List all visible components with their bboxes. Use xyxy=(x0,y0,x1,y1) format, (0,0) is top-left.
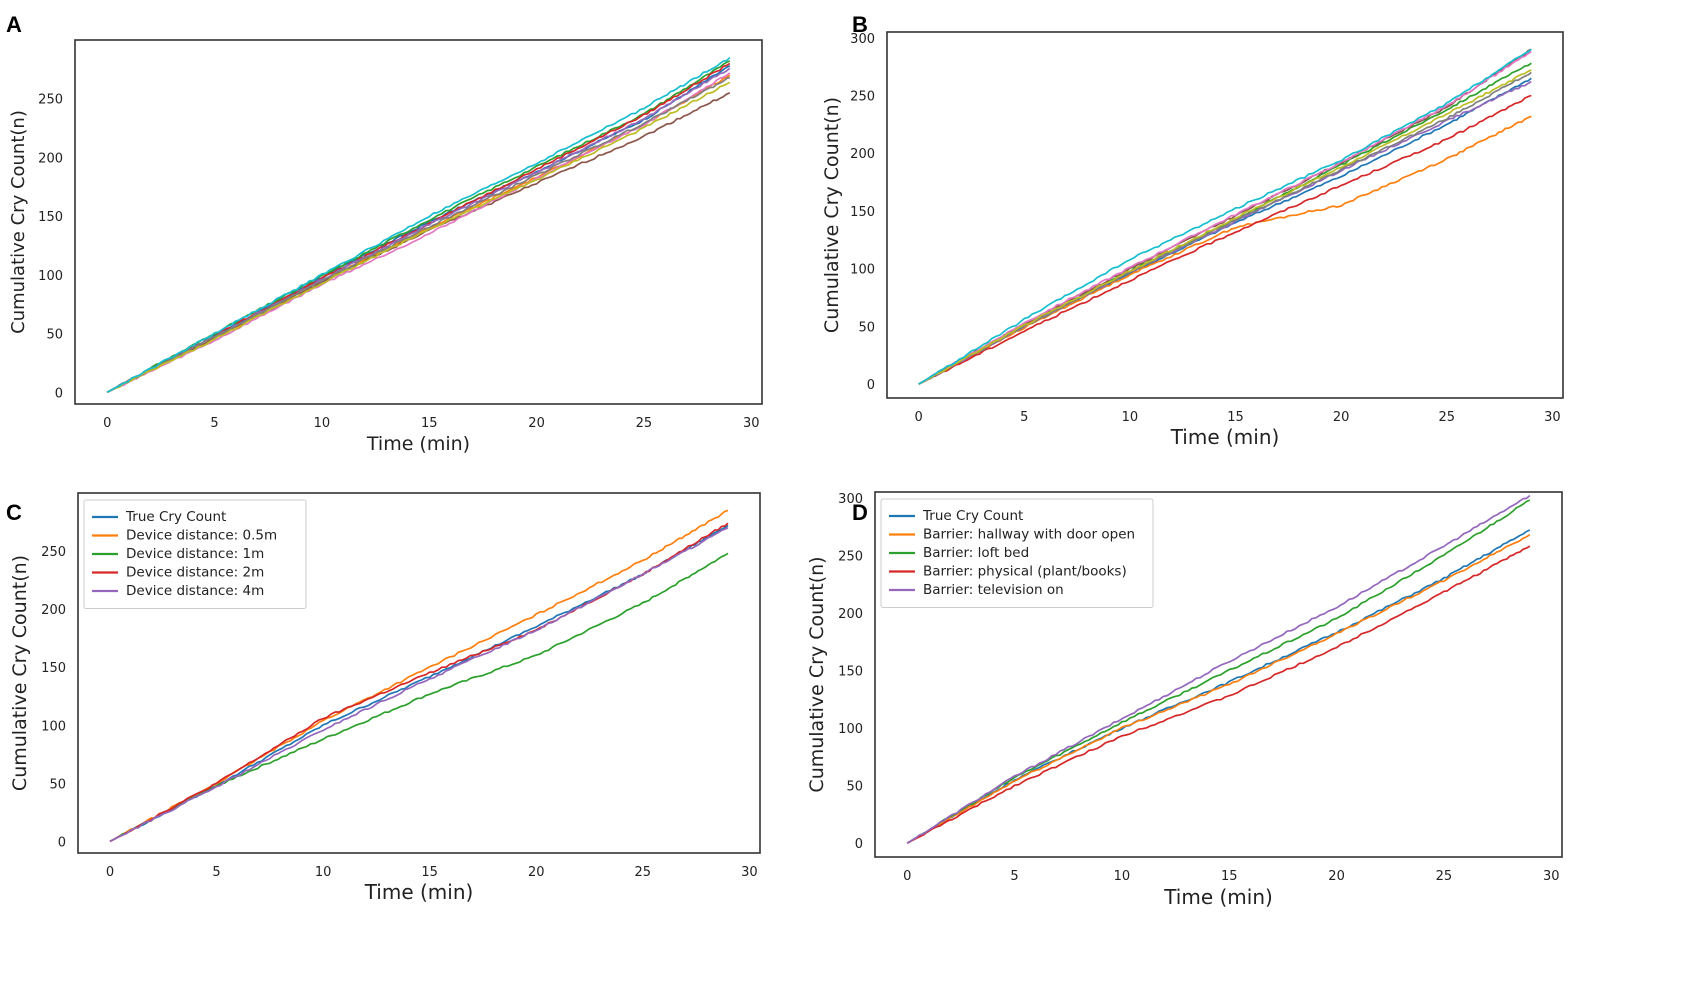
x-tick-label: 15 xyxy=(1221,869,1238,884)
series-line-4 xyxy=(918,94,1532,385)
y-tick-label: 250 xyxy=(38,93,63,108)
legend-entry: True Cry Count xyxy=(125,509,226,525)
y-tick-label: 50 xyxy=(846,780,863,795)
x-tick-label: 20 xyxy=(1328,869,1345,884)
y-tick-label: 50 xyxy=(858,320,875,335)
legend-box xyxy=(83,499,307,609)
y-axis-title: Cumulative Cry Count(n) xyxy=(9,555,31,791)
x-tick-label: 15 xyxy=(1227,410,1244,425)
x-axis-title: Time (min) xyxy=(1170,425,1280,449)
legend-entry: Barrier: loft bed xyxy=(923,545,1029,561)
x-tick-label: 10 xyxy=(314,416,331,431)
panel-letter-a: A xyxy=(6,12,22,37)
panel-letter-b: B xyxy=(852,12,868,37)
series-line-8 xyxy=(106,76,731,394)
x-tick-label: 30 xyxy=(743,416,760,431)
series-line-8 xyxy=(918,71,1532,385)
x-tick-label: 10 xyxy=(315,865,332,880)
x-tick-label: 10 xyxy=(1114,869,1131,884)
y-axis-title: Cumulative Cry Count(n) xyxy=(821,97,843,333)
series-line-9 xyxy=(106,81,731,394)
x-axis-title: Time (min) xyxy=(366,433,470,455)
series-line-2 xyxy=(906,533,1531,844)
series-line-7 xyxy=(106,72,731,394)
y-axis-title: Cumulative Cry Count(n) xyxy=(8,110,29,334)
series-line-5 xyxy=(109,527,729,843)
x-tick-label: 20 xyxy=(528,865,545,880)
legend-entry: True Cry Count xyxy=(922,508,1023,524)
legend-box xyxy=(880,498,1154,608)
x-tick-label: 25 xyxy=(1436,869,1453,884)
y-tick-label: 100 xyxy=(838,722,863,737)
x-tick-label: 0 xyxy=(103,416,111,431)
y-tick-label: 150 xyxy=(38,210,63,225)
legend-entry: Device distance: 1m xyxy=(126,546,264,562)
x-tick-label: 30 xyxy=(1543,869,1560,884)
series-line-1 xyxy=(906,529,1531,844)
x-tick-label: 5 xyxy=(210,416,218,431)
y-tick-label: 100 xyxy=(850,263,875,278)
series-line-5 xyxy=(906,494,1531,844)
y-tick-label: 250 xyxy=(41,545,66,560)
y-tick-label: 100 xyxy=(41,719,66,734)
y-tick-label: 150 xyxy=(850,205,875,220)
y-tick-label: 150 xyxy=(838,664,863,679)
panel-letter-c: C xyxy=(6,500,22,525)
y-tick-label: 50 xyxy=(49,777,66,792)
y-tick-label: 300 xyxy=(850,32,875,47)
legend-entry: Device distance: 4m xyxy=(126,583,264,599)
x-tick-label: 10 xyxy=(1122,410,1139,425)
x-tick-label: 30 xyxy=(1544,410,1561,425)
chart-panel-a: 0 5 10 15 20 25 30 0 50 100 150 200 250 Time (min) Cum… xyxy=(8,39,763,455)
y-tick-label: 250 xyxy=(838,549,863,564)
series-line-4 xyxy=(906,545,1531,844)
panel-letter-d: D xyxy=(852,500,868,525)
y-tick-label: 0 xyxy=(55,386,63,401)
series-line-9 xyxy=(918,69,1532,385)
x-tick-label: 5 xyxy=(1010,869,1018,884)
legend-entry: Device distance: 2m xyxy=(126,565,264,581)
legend-entry: Barrier: hallway with door open xyxy=(923,527,1135,543)
x-tick-label: 20 xyxy=(528,416,545,431)
series-line-10 xyxy=(106,56,731,394)
x-tick-label: 0 xyxy=(903,869,911,884)
y-tick-label: 100 xyxy=(38,269,63,284)
x-axis-title: Time (min) xyxy=(1163,885,1273,909)
y-tick-label: 0 xyxy=(867,378,875,393)
series-line-2 xyxy=(918,115,1532,385)
y-tick-label: 200 xyxy=(850,147,875,162)
legend-entry: Device distance: 0.5m xyxy=(126,528,277,544)
x-tick-label: 0 xyxy=(106,865,114,880)
y-axis-title: Cumulative Cry Count(n) xyxy=(806,556,828,792)
y-tick-label: 0 xyxy=(855,837,863,852)
x-tick-label: 20 xyxy=(1333,410,1350,425)
y-tick-label: 200 xyxy=(38,151,63,166)
x-tick-label: 5 xyxy=(212,865,220,880)
series-line-10 xyxy=(918,48,1532,385)
x-axis-title: Time (min) xyxy=(364,880,474,904)
y-tick-label: 200 xyxy=(838,607,863,622)
x-tick-label: 5 xyxy=(1020,410,1028,425)
y-tick-label: 150 xyxy=(41,661,66,676)
x-tick-label: 25 xyxy=(1439,410,1456,425)
x-tick-label: 15 xyxy=(421,416,438,431)
y-tick-label: 50 xyxy=(46,328,63,343)
series-line-3 xyxy=(906,499,1531,844)
x-tick-label: 30 xyxy=(741,865,758,880)
chart-panel-c: 0 5 10 15 20 25 30 0 50 100 150 200 250 Time (min) Cum… xyxy=(9,492,761,904)
x-tick-label: 25 xyxy=(635,865,652,880)
x-tick-label: 15 xyxy=(421,865,438,880)
legend-entry: Barrier: physical (plant/books) xyxy=(923,564,1127,580)
x-tick-label: 25 xyxy=(636,416,653,431)
series-line-7 xyxy=(918,50,1532,385)
y-tick-label: 200 xyxy=(41,603,66,618)
legend-entry: Barrier: television on xyxy=(923,582,1064,598)
x-tick-label: 0 xyxy=(915,410,923,425)
y-tick-label: 300 xyxy=(838,492,863,507)
y-tick-label: 250 xyxy=(850,90,875,105)
y-tick-label: 0 xyxy=(58,835,66,850)
